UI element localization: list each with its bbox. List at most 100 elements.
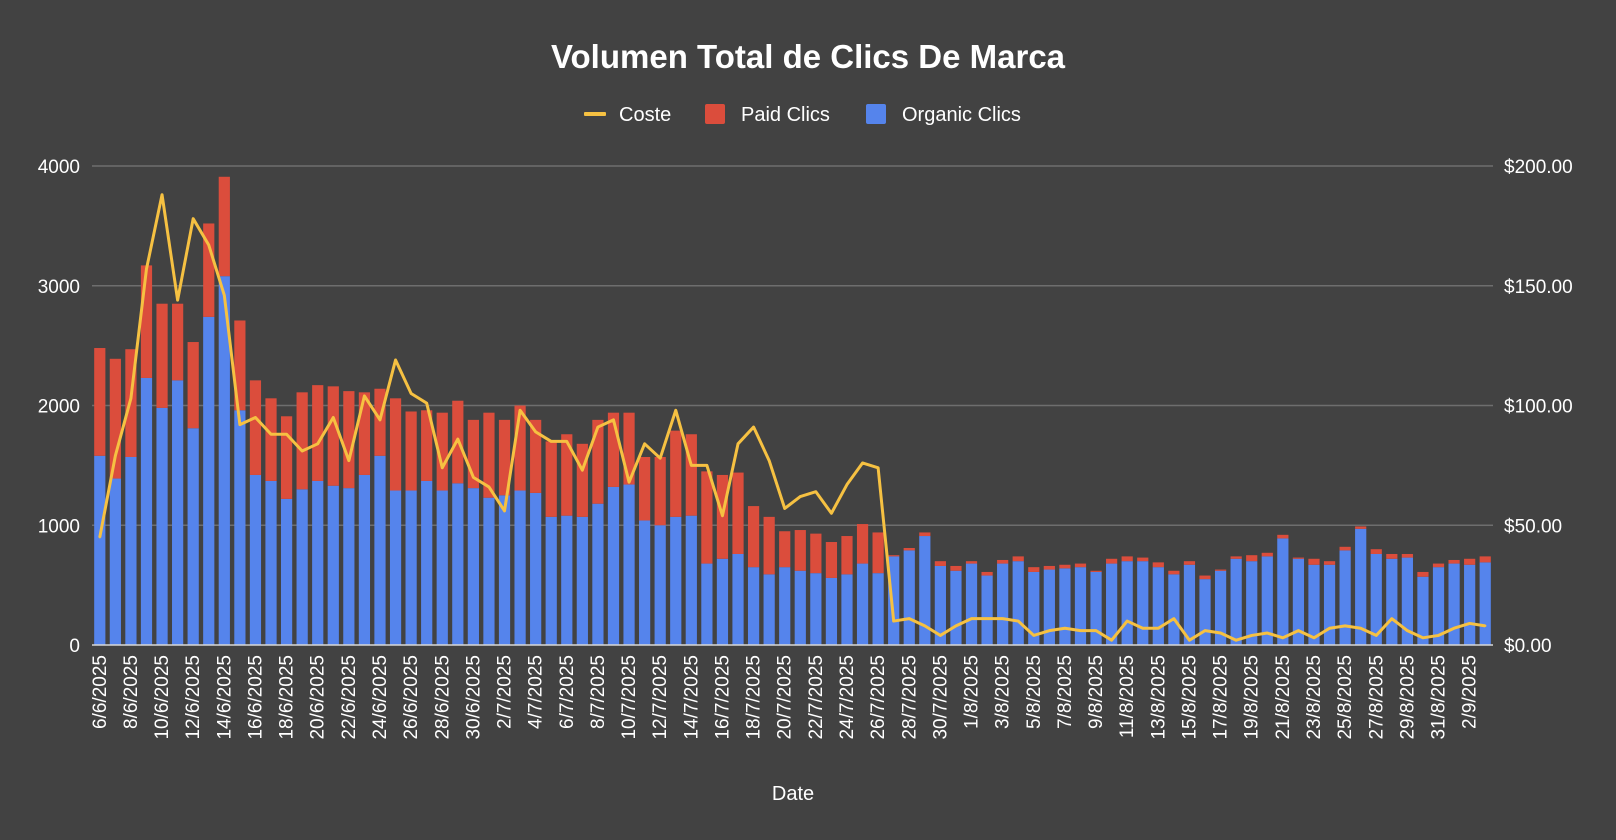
coste-point (1001, 617, 1004, 620)
bar-organic (125, 456, 137, 645)
coste-line (98, 193, 1486, 642)
bar-paid (483, 412, 495, 498)
coste-point (581, 468, 584, 472)
y-tick-left: 2000 (38, 397, 80, 418)
bar-organic (1152, 567, 1164, 645)
bar-paid (1137, 557, 1149, 562)
coste-point (861, 461, 864, 465)
coste-point (456, 437, 460, 441)
coste-point (1172, 617, 1176, 620)
x-tick-label: 15/8/2025 (1179, 655, 1200, 740)
coste-point (1079, 629, 1082, 632)
coste-point (1297, 629, 1300, 632)
bar-organic (374, 455, 386, 645)
bar-organic (1012, 561, 1024, 645)
y-axis-left: 0 1000 2000 3000 4000 (38, 157, 80, 657)
bar-paid (94, 348, 106, 456)
y-tick-left: 0 (69, 636, 80, 657)
coste-point (892, 619, 895, 623)
x-tick-label: 9/8/2025 (1086, 655, 1107, 729)
bar-organic (1246, 561, 1258, 645)
bar-organic (498, 495, 511, 645)
bar-paid (1074, 563, 1087, 568)
coste-point (1125, 619, 1129, 623)
coste-point (876, 466, 880, 469)
bar-organic (1230, 558, 1242, 645)
bar-organic (265, 480, 277, 645)
bar-organic (296, 489, 308, 645)
y-tick-right: $100.00 (1504, 397, 1573, 418)
coste-point (1141, 627, 1144, 630)
bar-organic (530, 492, 542, 645)
bar-paid (1214, 569, 1227, 571)
coste-point (752, 425, 755, 429)
x-tick-label: 21/8/2025 (1273, 655, 1294, 740)
legend-swatch-paid (705, 104, 725, 124)
bar-organic (1339, 550, 1351, 645)
bar-organic (327, 485, 339, 645)
bar-organic (903, 550, 915, 645)
coste-point (1094, 629, 1098, 632)
coste-point (643, 442, 646, 446)
coste-point (207, 243, 210, 247)
coste-point (939, 634, 942, 637)
y-tick-left: 3000 (38, 277, 80, 298)
x-tick-label: 24/7/2025 (837, 655, 858, 740)
x-tick-label: 28/7/2025 (899, 655, 920, 740)
coste-point (472, 476, 475, 479)
bar-organic (779, 567, 791, 645)
coste-point (1203, 629, 1207, 632)
coste-point (487, 485, 491, 489)
bar-paid (670, 430, 682, 517)
x-tick-label: 3/8/2025 (993, 655, 1014, 729)
bar-paid (841, 536, 853, 575)
bar-organic (561, 515, 573, 645)
bars-group (94, 176, 1491, 645)
coste-point (441, 466, 444, 469)
coste-point (1343, 624, 1347, 628)
bar-paid (1261, 552, 1273, 557)
bar-organic (592, 503, 604, 645)
coste-point (98, 536, 101, 539)
coste-point (332, 416, 335, 419)
legend-label: Organic Clics (902, 104, 1021, 126)
bar-organic (965, 563, 978, 645)
coste-point (1312, 636, 1316, 640)
bar-paid (374, 388, 386, 456)
bar-organic (1432, 567, 1445, 645)
bar-paid (389, 398, 402, 491)
bar-paid (1121, 556, 1133, 562)
bar-paid (1339, 546, 1351, 551)
bar-paid (187, 342, 199, 429)
bar-paid (265, 398, 277, 481)
bar-paid (358, 392, 371, 475)
bar-paid (296, 392, 308, 490)
bar-organic (1043, 569, 1055, 645)
coste-point (1484, 624, 1487, 628)
x-tick-label: 18/6/2025 (277, 655, 298, 740)
bar-paid (234, 320, 246, 411)
bar-organic (1448, 563, 1460, 645)
bar-organic (841, 574, 853, 645)
coste-point (1437, 634, 1440, 637)
legend-label: Coste (619, 104, 671, 126)
coste-point (254, 416, 257, 419)
bar-paid (172, 303, 184, 381)
y-tick-right: $50.00 (1504, 516, 1562, 537)
coste-point (612, 418, 615, 422)
coste-point (238, 423, 242, 426)
bar-paid (1355, 526, 1367, 529)
bar-organic (888, 556, 900, 645)
x-tick-label: 27/8/2025 (1366, 655, 1387, 740)
legend-swatch-coste (584, 112, 606, 116)
bar-organic (576, 516, 588, 645)
coste-point (503, 509, 506, 513)
bar-paid (623, 412, 635, 485)
coste-point (550, 440, 553, 443)
bar-paid (997, 559, 1009, 564)
bar-paid (685, 434, 697, 516)
bar-organic (1370, 553, 1382, 645)
bar-paid (1401, 553, 1413, 558)
coste-point (129, 397, 133, 400)
coste-point (814, 490, 818, 493)
